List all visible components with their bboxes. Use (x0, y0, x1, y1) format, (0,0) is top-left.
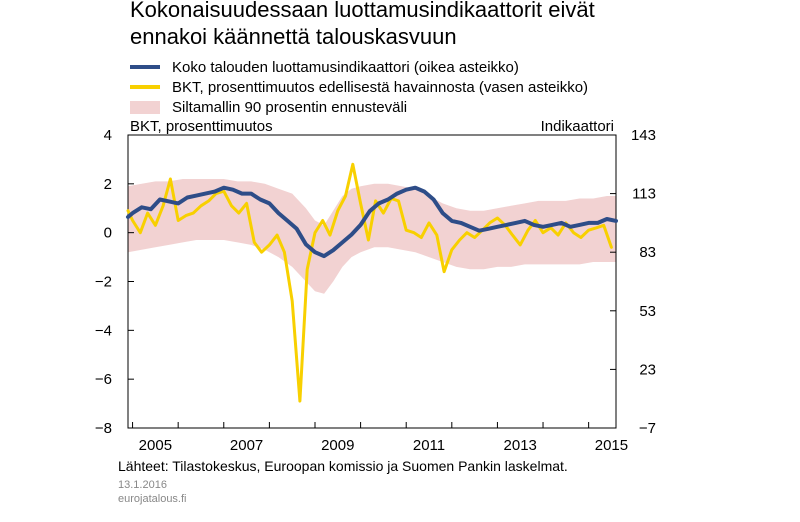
site-name: eurojatalous.fi (118, 493, 187, 505)
y-right-tick-label-1: 113 (632, 186, 656, 203)
title-line-1: Kokonaisuudessaan luottamusindikaattorit… (130, 0, 595, 22)
legend-swatch-luottamus (130, 65, 160, 69)
legend-item-band: Siltamallin 90 prosentin ennusteväli (130, 97, 588, 117)
legend-item-bkt: BKT, prosenttimuutos edellisestä havainn… (130, 77, 588, 97)
y-left-axis-label: BKT, prosenttimuutos (130, 118, 273, 135)
source-note: Lähteet: Tilastokeskus, Euroopan komissi… (118, 458, 568, 474)
title-line-2: ennakoi käännettä talouskasvuun (130, 24, 457, 49)
x-tick-label-0: 2005 (139, 437, 172, 454)
y-right-tick-label-0: 143 (631, 127, 656, 144)
y-left-tick-label-1: 2 (104, 176, 112, 193)
y-left-tick-label-3: −2 (95, 274, 112, 291)
legend-swatch-band (130, 100, 160, 114)
y-right-axis-label: Indikaattori (541, 118, 614, 135)
legend-item-luottamus: Koko talouden luottamusindikaattori (oik… (130, 57, 588, 77)
x-tick-label-1: 2007 (230, 437, 263, 454)
y-right-tick-label-2: 83 (639, 244, 656, 261)
series-line-luottamus (126, 185, 618, 259)
y-left-tick-label-2: 0 (104, 225, 112, 242)
x-tick-label-2: 2009 (321, 437, 354, 454)
x-tick-label-3: 2011 (413, 437, 445, 454)
legend-label-band: Siltamallin 90 prosentin ennusteväli (172, 98, 408, 116)
y-left-tick-label-0: 4 (104, 127, 112, 144)
legend-swatch-bkt (130, 85, 160, 89)
y-right-tick-label-3: 53 (639, 303, 656, 320)
series-line-bkt (126, 162, 613, 403)
plot-frame (127, 134, 617, 429)
x-tick-label-5: 2015 (595, 437, 628, 454)
publish-date: 13.1.2016 (118, 479, 167, 491)
legend-label-luottamus: Koko talouden luottamusindikaattori (oik… (172, 58, 519, 76)
chart-title: Kokonaisuudessaan luottamusindikaattorit… (130, 0, 595, 50)
y-right-tick-label-4: 23 (639, 361, 656, 378)
forecast-band (128, 179, 616, 294)
x-tick-label-4: 2013 (504, 437, 537, 454)
y-left-tick-label-6: −8 (95, 420, 112, 437)
y-left-tick-label-4: −4 (95, 322, 112, 339)
legend-label-bkt: BKT, prosenttimuutos edellisestä havainn… (172, 78, 589, 96)
y-right-tick-label-5: −7 (639, 420, 656, 437)
y-left-tick-label-5: −6 (95, 371, 112, 388)
legend: Koko talouden luottamusindikaattori (oik… (130, 57, 588, 117)
